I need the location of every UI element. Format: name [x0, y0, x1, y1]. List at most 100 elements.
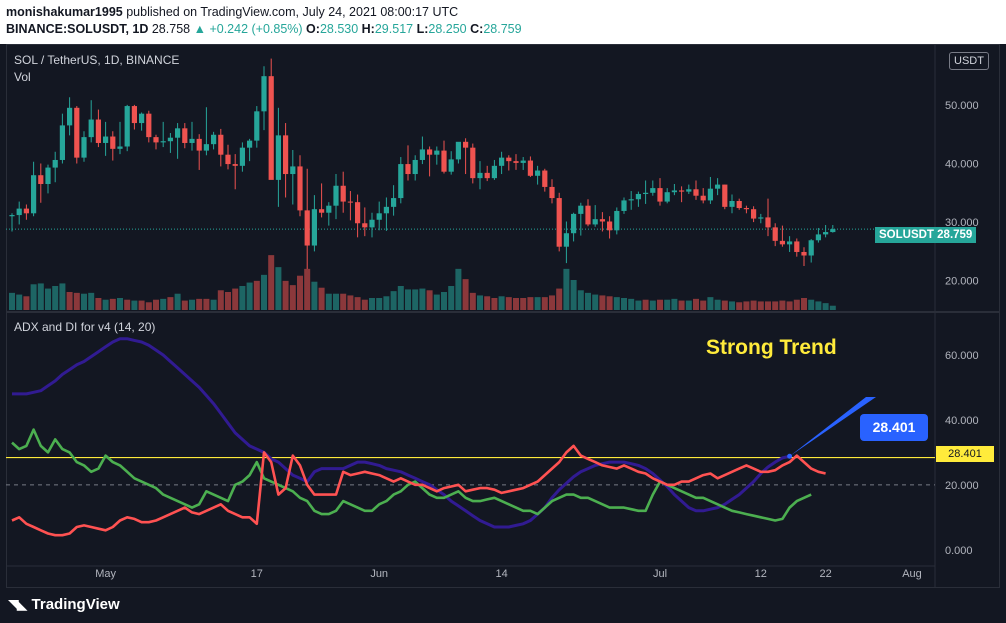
volume-bar — [671, 298, 678, 310]
volume-bar — [577, 290, 584, 310]
candle-body — [779, 240, 785, 245]
indicator-y-tick-label: 0.000 — [945, 545, 973, 557]
volume-bar — [621, 298, 627, 310]
candle-body — [189, 138, 195, 143]
low-value: 28.250 — [428, 22, 467, 36]
volume-bar — [829, 305, 836, 310]
candle-body — [383, 206, 389, 214]
volume-bar — [793, 299, 800, 310]
volume-bar — [52, 286, 59, 310]
indicator-y-tick-label: 20.000 — [945, 480, 979, 492]
volume-bar — [513, 298, 519, 310]
volume-bar — [779, 300, 786, 310]
chart-canvas[interactable]: May 17 Jun 14 Jul 12 22 Aug 20.000 30.000 40.000 50… — [0, 44, 1006, 588]
candle-body — [794, 241, 800, 252]
volume-bar — [527, 297, 534, 310]
candle-body — [808, 240, 814, 256]
volume-bar — [203, 298, 210, 310]
candle-body — [261, 76, 267, 112]
volume-bar — [354, 297, 361, 310]
candle-body — [722, 184, 728, 207]
volume-bar — [534, 297, 541, 310]
x-tick-label: 12 — [755, 568, 767, 580]
candle-body — [95, 119, 101, 143]
candle-body — [563, 233, 569, 247]
publish-line: monishakumar1995 published on TradingVie… — [6, 5, 458, 19]
price-y-tick-label: 40.000 — [945, 158, 979, 170]
x-tick-label: 14 — [495, 568, 507, 580]
candle-body — [88, 119, 94, 138]
candle-body — [31, 175, 37, 214]
candle-body — [686, 189, 692, 192]
volume-bar — [801, 298, 807, 310]
price-y-tick-label: 20.000 — [945, 276, 979, 288]
volume-bar — [9, 292, 15, 310]
candle-body — [182, 128, 188, 143]
candle-body — [16, 208, 22, 216]
volume-bar — [102, 299, 109, 310]
volume-bar — [138, 300, 145, 310]
volume-bar — [541, 297, 548, 310]
volume-bar — [714, 299, 721, 310]
volume-bar — [721, 300, 728, 310]
chart-frame — [6, 44, 1000, 588]
volume-bar — [311, 281, 318, 310]
candle-body — [614, 210, 620, 231]
volume-bar — [239, 286, 246, 310]
x-tick-label: 17 — [251, 568, 263, 580]
volume-bar — [210, 299, 217, 310]
candle-body — [772, 227, 778, 241]
candle-body — [434, 150, 440, 155]
candle-body — [801, 251, 807, 256]
high-value: 29.517 — [374, 22, 414, 36]
volume-bar — [628, 298, 635, 310]
x-tick-label: 22 — [819, 568, 831, 580]
volume-bar — [37, 283, 44, 310]
price-y-tick-label: 30.000 — [945, 217, 979, 229]
candle-body — [153, 137, 159, 143]
candle-body — [103, 136, 109, 143]
candle-body — [693, 189, 699, 196]
candle-body — [203, 144, 209, 151]
candle-body — [340, 185, 346, 202]
volume-bar — [131, 300, 138, 310]
volume-bar — [297, 275, 303, 310]
candle-body — [355, 202, 361, 224]
volume-bar — [613, 297, 620, 310]
candle-body — [427, 149, 433, 155]
indicator-y-tick-label: 40.000 — [945, 415, 979, 427]
volume-bar — [304, 268, 311, 310]
tradingview-logo[interactable]: ◥◣ TradingView — [8, 596, 120, 613]
candle-body — [304, 210, 310, 246]
volume-bar — [678, 300, 685, 310]
candle-body — [729, 200, 735, 207]
open-value: 28.530 — [319, 22, 359, 36]
candle-body — [398, 164, 404, 199]
volume-bar — [505, 297, 512, 310]
candle-body — [45, 167, 51, 184]
candle-body — [38, 175, 44, 184]
volume-bar — [736, 302, 743, 310]
volume-bar — [685, 300, 692, 310]
volume-bar — [397, 286, 404, 310]
candle-body — [758, 217, 764, 219]
candle-body — [124, 106, 130, 147]
publisher-name[interactable]: monishakumar1995 — [6, 5, 123, 19]
candle-body — [268, 76, 274, 180]
candle-body — [542, 170, 548, 187]
candle-body — [333, 185, 339, 206]
candle-body — [139, 113, 145, 124]
candle-body — [175, 128, 181, 138]
candle-body — [491, 165, 497, 179]
candle-body — [527, 160, 533, 176]
candle-body — [657, 188, 663, 202]
currency-button[interactable]: USDT — [949, 52, 989, 70]
candle-body — [167, 137, 173, 142]
volume-bar — [23, 296, 30, 310]
volume-bar — [261, 274, 267, 310]
volume-bar — [361, 299, 368, 310]
candle-body — [290, 166, 296, 175]
volume-bar — [757, 301, 764, 310]
candle-body — [297, 166, 303, 211]
candle-body — [412, 159, 418, 175]
